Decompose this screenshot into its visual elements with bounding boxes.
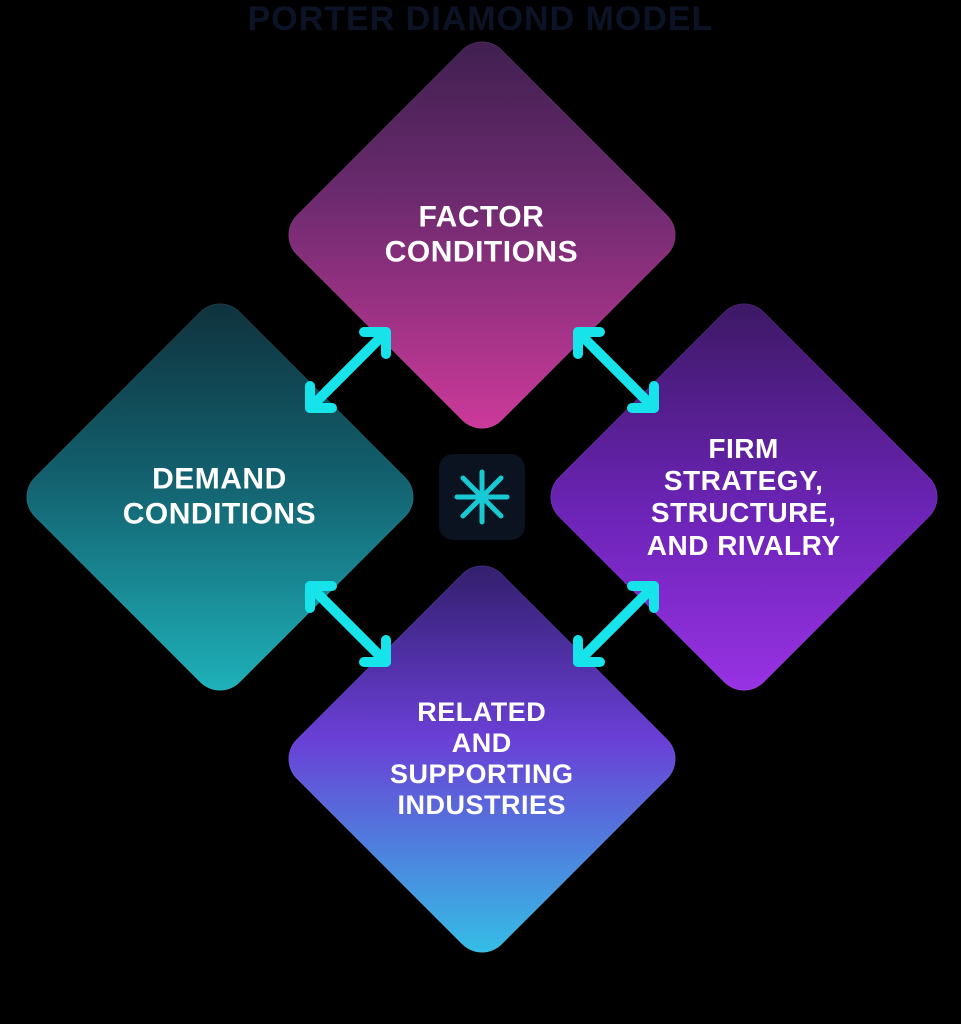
node-factor-conditions: FACTOR CONDITIONS — [277, 30, 687, 440]
node-related-industries: RELATED AND SUPPORTING INDUSTRIES — [277, 554, 687, 964]
node-demand-conditions: DEMAND CONDITIONS — [15, 292, 425, 702]
node-firm-strategy: FIRM STRATEGY, STRUCTURE, AND RIVALRY — [539, 292, 949, 702]
asterisk-icon — [451, 466, 513, 528]
node-label: DEMAND CONDITIONS — [117, 463, 322, 532]
center-badge — [439, 454, 525, 540]
node-label: RELATED AND SUPPORTING INDUSTRIES — [384, 697, 580, 821]
node-label: FIRM STRATEGY, STRUCTURE, AND RIVALRY — [641, 433, 847, 562]
node-label: FACTOR CONDITIONS — [379, 201, 584, 270]
diagram-title: PORTER DIAMOND MODEL — [0, 0, 961, 39]
diagram-stage: FACTOR CONDITIONS DEMAND CONDITIONS FIRM… — [0, 40, 961, 1024]
